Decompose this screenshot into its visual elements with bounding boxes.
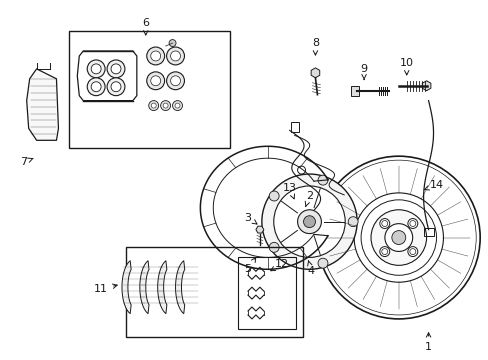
Circle shape — [379, 247, 389, 257]
Circle shape — [347, 217, 357, 227]
Circle shape — [91, 82, 101, 92]
Circle shape — [273, 186, 345, 257]
Polygon shape — [122, 261, 131, 314]
Text: 4: 4 — [307, 261, 314, 276]
Circle shape — [148, 100, 158, 111]
Bar — [238, 257, 295, 329]
Circle shape — [87, 78, 105, 96]
Polygon shape — [27, 69, 59, 140]
Circle shape — [91, 64, 101, 74]
Circle shape — [146, 47, 164, 65]
Polygon shape — [422, 81, 430, 91]
Circle shape — [172, 100, 182, 111]
Polygon shape — [310, 68, 319, 78]
Circle shape — [111, 64, 121, 74]
Text: 9: 9 — [360, 64, 367, 80]
Circle shape — [87, 60, 105, 78]
Text: 7: 7 — [20, 157, 33, 167]
Circle shape — [107, 60, 124, 78]
Circle shape — [161, 100, 170, 111]
Text: 3: 3 — [244, 213, 257, 224]
Circle shape — [370, 210, 426, 265]
Polygon shape — [140, 261, 149, 314]
Circle shape — [170, 76, 180, 86]
Circle shape — [407, 219, 417, 229]
Circle shape — [169, 40, 176, 46]
Circle shape — [151, 103, 156, 108]
Text: 14: 14 — [423, 180, 443, 190]
Text: 10: 10 — [399, 58, 413, 75]
Text: 8: 8 — [311, 38, 318, 55]
Text: 2: 2 — [305, 191, 312, 207]
Bar — [350, 86, 358, 96]
Circle shape — [391, 231, 405, 244]
Circle shape — [111, 82, 121, 92]
Circle shape — [317, 258, 327, 268]
Circle shape — [107, 78, 124, 96]
Text: 6: 6 — [142, 18, 149, 35]
Text: 13: 13 — [282, 183, 296, 199]
Circle shape — [166, 72, 184, 90]
Bar — [126, 247, 302, 337]
Circle shape — [269, 242, 279, 252]
Text: 11: 11 — [94, 284, 117, 294]
Bar — [423, 228, 433, 235]
Polygon shape — [255, 226, 264, 233]
Circle shape — [317, 175, 327, 185]
Circle shape — [384, 224, 412, 251]
Circle shape — [262, 174, 356, 269]
Text: 12: 12 — [270, 259, 288, 271]
Circle shape — [170, 51, 180, 61]
Circle shape — [407, 247, 417, 257]
Text: 1: 1 — [424, 333, 431, 352]
Bar — [69, 31, 230, 148]
Polygon shape — [157, 261, 166, 314]
Circle shape — [150, 51, 161, 61]
Bar — [290, 122, 298, 132]
Polygon shape — [175, 261, 184, 314]
Circle shape — [166, 47, 184, 65]
Circle shape — [163, 103, 168, 108]
Circle shape — [303, 216, 315, 228]
Circle shape — [269, 191, 279, 201]
Circle shape — [175, 103, 180, 108]
Text: 5: 5 — [244, 258, 255, 274]
Circle shape — [379, 219, 389, 229]
Circle shape — [150, 76, 161, 86]
Circle shape — [297, 210, 321, 234]
Circle shape — [146, 72, 164, 90]
